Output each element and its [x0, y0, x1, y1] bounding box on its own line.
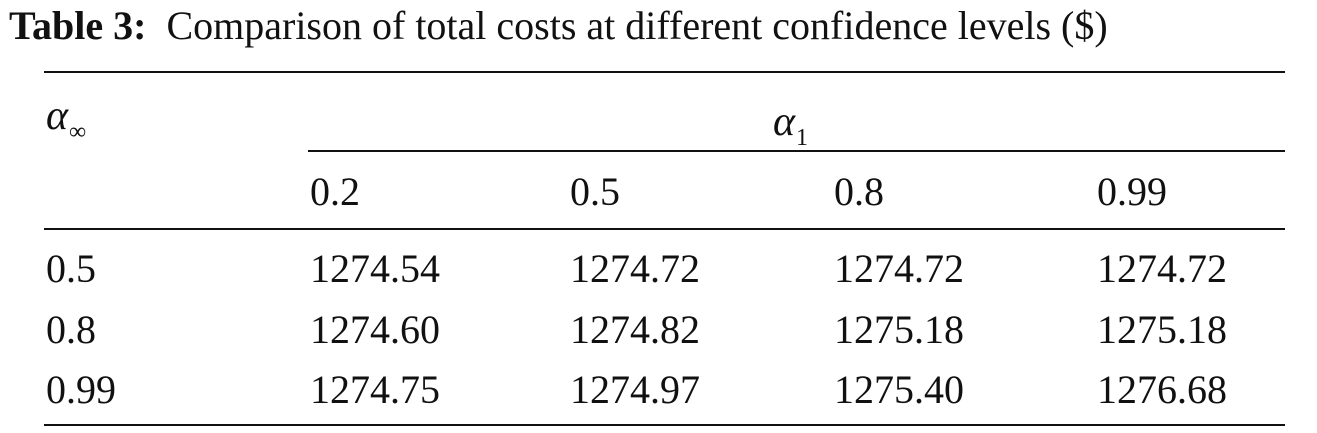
- bottom-rule: [44, 424, 1285, 426]
- row-label: 0.5: [46, 246, 96, 291]
- column-group-subscript: 1: [796, 125, 809, 151]
- column-header: 0.2: [310, 169, 360, 214]
- column-group-alpha-1: α1: [773, 98, 808, 152]
- table-cell: 1275.18: [1097, 307, 1227, 352]
- row-header-alpha-inf: α∞: [46, 92, 86, 146]
- top-rule: [44, 71, 1285, 73]
- column-group-symbol: α: [773, 99, 796, 145]
- table-cell: 1274.97: [570, 367, 700, 412]
- header-rule: [44, 228, 1285, 230]
- table-cell: 1274.72: [570, 246, 700, 291]
- table-cell: 1274.60: [310, 307, 440, 352]
- row-label: 0.8: [46, 307, 96, 352]
- table-cell: 1274.54: [310, 246, 440, 291]
- row-header-symbol: α: [46, 93, 69, 139]
- row-header-subscript: ∞: [69, 119, 87, 145]
- table-cell: 1274.82: [570, 307, 700, 352]
- table-caption: Table 3: Comparison of total costs at di…: [9, 2, 1108, 50]
- table-cell: 1274.72: [834, 246, 964, 291]
- column-header: 0.8: [834, 169, 884, 214]
- column-group-rule: [308, 150, 1285, 152]
- table-cell: 1274.75: [310, 367, 440, 412]
- caption-text: Comparison of total costs at different c…: [166, 3, 1108, 48]
- column-header: 0.5: [570, 169, 620, 214]
- caption-label: Table 3:: [9, 3, 147, 48]
- row-label: 0.99: [46, 367, 116, 412]
- column-header: 0.99: [1097, 169, 1167, 214]
- table-cell: 1274.72: [1097, 246, 1227, 291]
- table-cell: 1275.40: [834, 367, 964, 412]
- table-cell: 1276.68: [1097, 367, 1227, 412]
- table-cell: 1275.18: [834, 307, 964, 352]
